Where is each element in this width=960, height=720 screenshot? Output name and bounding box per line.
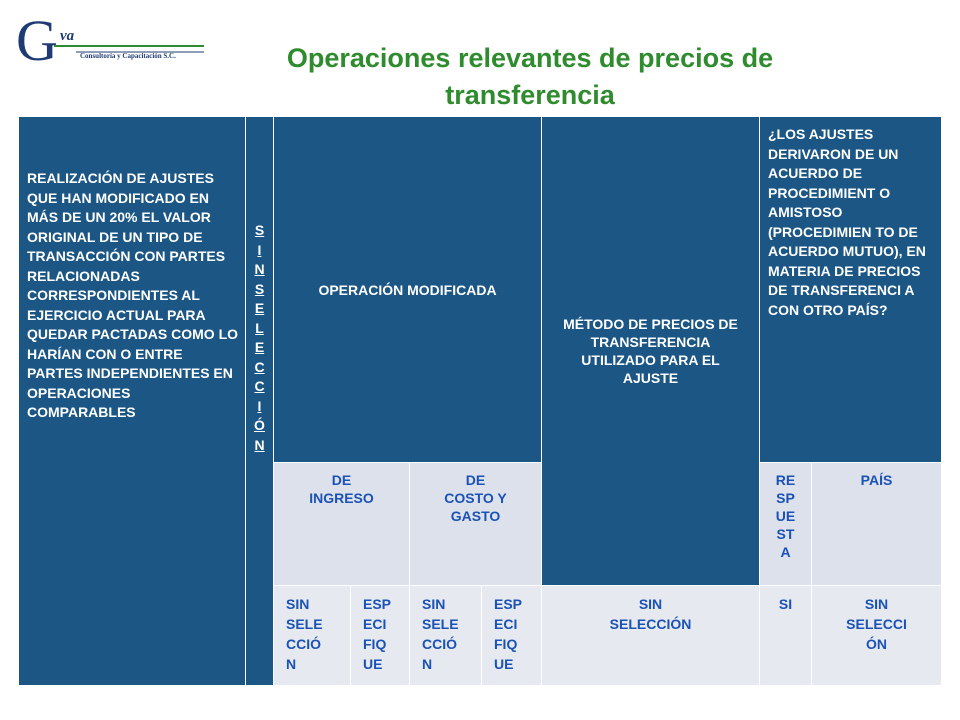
header-ajustes-text: ¿LOS AJUSTES DERIVARON DE UN ACUERDO DE … [768,126,926,318]
logo-letter: G [16,8,58,73]
cell-costo-sin-seleccion-text: SIN SELE CCIÓ N [422,596,459,672]
subheader-respuesta-text: RE SP UE ST A [775,472,796,560]
cell-ingreso-especifique: ESP ECI FIQ UE [350,585,409,685]
subheader-de-costo: DE COSTO Y GASTO [409,462,541,585]
header-ajustes-acuerdo: ¿LOS AJUSTES DERIVARON DE UN ACUERDO DE … [759,117,941,462]
company-logo: G va Consultoría y Capacitación S.C. [14,8,214,78]
header-metodo-text: MÉTODO DE PRECIOS DE TRANSFERENCIA UTILI… [563,316,738,386]
subheader-de-ingreso: DE INGRESO [273,462,409,585]
cell-metodo-text: SIN SELECCIÓN [609,596,692,632]
subheader-respuesta: RE SP UE ST A [759,462,811,585]
header-sin-seleccion: S I N S E L E C C I Ó N [245,117,273,685]
subheader-de-ingreso-text: DE INGRESO [309,472,374,506]
header-realizacion-ajustes: REALIZACIÓN DE AJUSTES QUE HAN MODIFICAD… [19,117,245,685]
subheader-pais-text: PAÍS [860,472,893,488]
page-title: Operaciones relevantes de precios de tra… [286,43,774,110]
cell-respuesta-si: SI [759,585,811,685]
cell-respuesta-text: SI [778,596,793,612]
cell-pais-text: SIN SELECCI ÓN [846,596,907,652]
subheader-pais: PAÍS [811,462,941,585]
cell-ingreso-sin-seleccion: SIN SELE CCIÓ N [273,585,350,685]
logo-graphic: G va [16,8,204,73]
cell-metodo-sin-seleccion: SIN SELECCIÓN [541,585,759,685]
header-operacion-text: OPERACIÓN MODIFICADA [318,281,497,298]
cell-ingreso-sin-seleccion-text: SIN SELE CCIÓ N [286,596,323,672]
header-sin-seleccion-text: S I N S E L E C C I Ó N [254,222,265,453]
cell-costo-sin-seleccion: SIN SELE CCIÓ N [409,585,481,685]
cell-pais-sin-seleccion: SIN SELECCI ÓN [811,585,941,685]
header-operacion-modificada: OPERACIÓN MODIFICADA [273,117,541,462]
cell-costo-especifique-text: ESP ECI FIQ UE [494,596,522,672]
cell-costo-especifique: ESP ECI FIQ UE [481,585,541,685]
header-realizacion-text: REALIZACIÓN DE AJUSTES QUE HAN MODIFICAD… [27,170,239,420]
logo-tagline: Consultoría y Capacitación S.C. [80,52,176,60]
cell-ingreso-especifique-text: ESP ECI FIQ UE [363,596,391,672]
header-metodo: MÉTODO DE PRECIOS DE TRANSFERENCIA UTILI… [541,117,759,585]
logo-small-text: va [60,28,75,44]
subheader-de-costo-text: DE COSTO Y GASTO [444,472,507,524]
